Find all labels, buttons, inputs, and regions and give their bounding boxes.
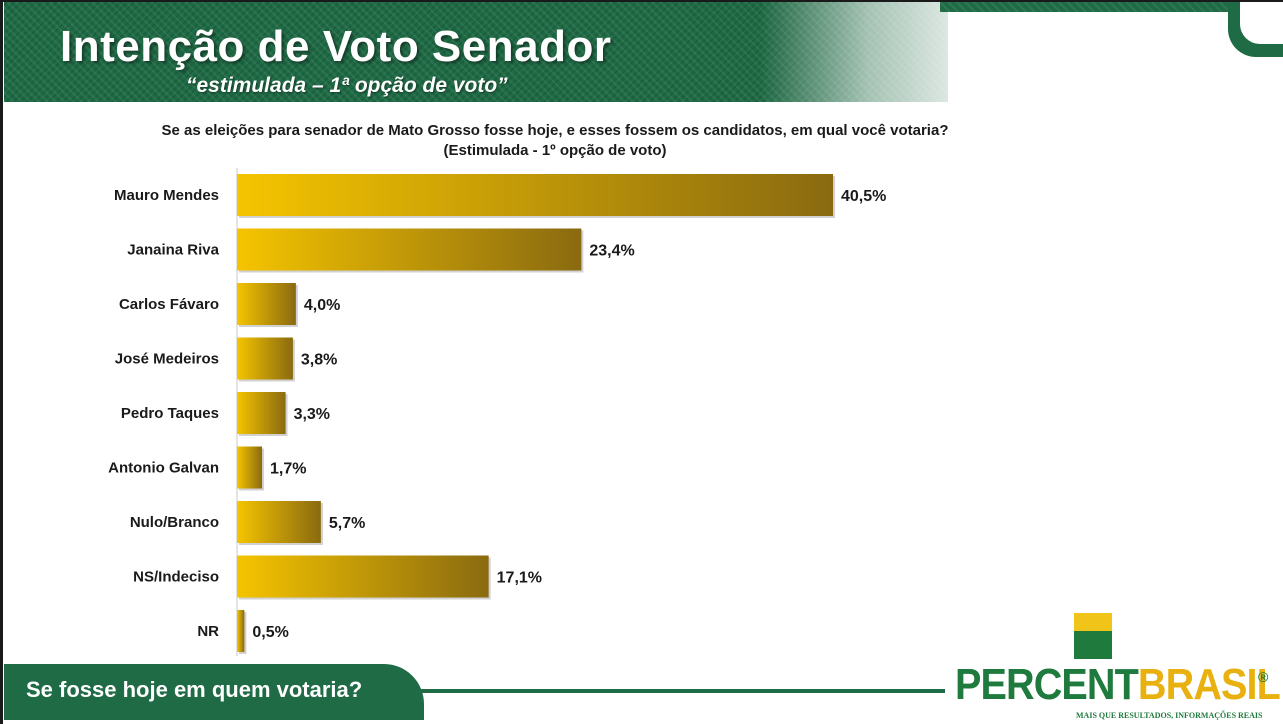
chart-title: Se as eleições para senador de Mato Gros… [161,122,949,159]
footer-question: Se fosse hoje em quem votaria? [26,677,363,702]
footer-banner [4,664,424,720]
category-label: Mauro Mendes [114,187,219,204]
bar [237,337,293,380]
brand-logo: PERCENTBRASIL [955,660,1281,710]
brand-emblem-icon [1074,613,1112,659]
frame-top-border [0,0,1283,2]
logo-part-percent: PERCENT [955,660,1139,709]
data-label: 4,0% [304,297,340,314]
bar [237,283,296,325]
bar [237,228,582,271]
corner-band [940,2,1283,12]
page-title: Intenção de Voto Senador [60,22,612,71]
bar-chart: Mauro Mendes 40,5% Janaina Riva 23,4% Carlos… [108,168,886,656]
bar [237,392,286,434]
frame-left-border [0,0,3,724]
data-label: 0,5% [252,624,288,641]
header-fade [760,2,1000,102]
category-label: Janaina Riva [127,242,219,259]
data-label: 40,5% [841,188,886,205]
footer-line [400,689,945,693]
data-label: 3,3% [294,406,330,423]
logo-part-brasil: BRASIL [1137,660,1281,709]
bar [237,555,489,598]
data-label: 3,8% [301,352,337,369]
bar [237,446,263,489]
bar [237,501,321,543]
bar [237,174,833,216]
category-label: NR [197,623,219,640]
category-label: Nulo/Branco [130,514,219,531]
data-label: 17,1% [497,570,542,587]
category-label: Carlos Fávaro [119,296,219,313]
data-label: 5,7% [329,515,365,532]
logo-tagline: MAIS QUE RESULTADOS, INFORMAÇÕES REAIS [1076,711,1263,720]
bar [237,610,245,652]
page-subtitle: “estimulada – 1ª opção de voto” [186,74,508,97]
category-label: José Medeiros [115,351,219,368]
corner-hook-inner [1240,2,1283,44]
category-label: Antonio Galvan [108,460,219,477]
data-label: 23,4% [589,243,634,260]
category-label: NS/Indeciso [133,569,219,586]
logo-registered-mark: ® [1258,669,1269,685]
category-label: Pedro Taques [121,405,219,422]
data-label: 1,7% [270,461,306,478]
